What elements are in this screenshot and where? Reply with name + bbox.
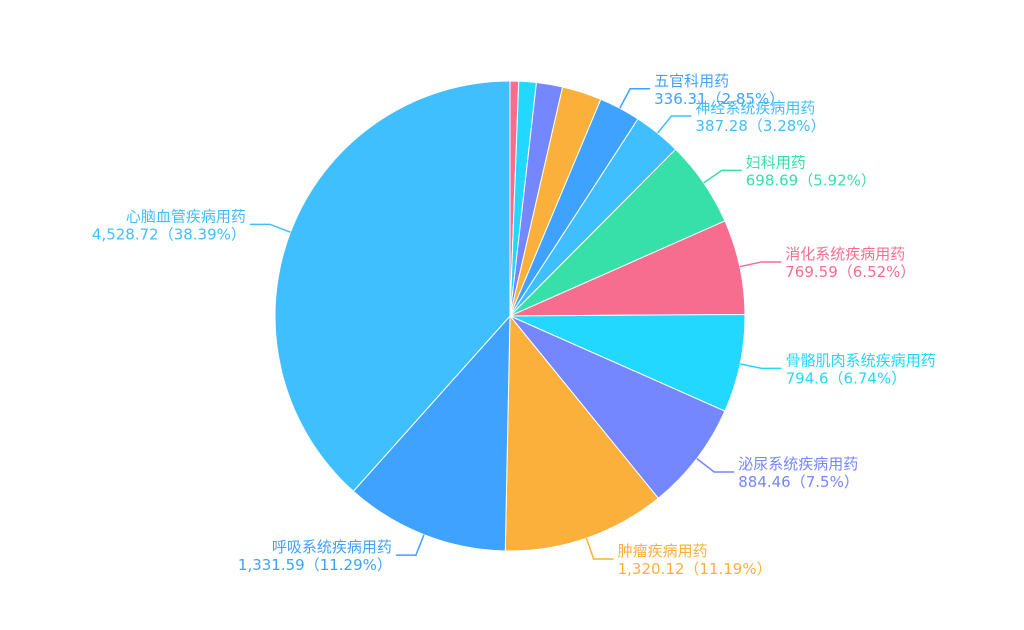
slice-label-value: 336.31（2.85%）: [654, 90, 784, 108]
slice-label-value: 1,331.59（11.29%）: [238, 556, 392, 574]
slice-label-name: 妇科用药: [746, 153, 806, 171]
pie-slice[interactable]: [274, 80, 511, 492]
label-line: [585, 537, 614, 560]
slice-label-name: 泌尿系统疾病用药: [738, 455, 858, 473]
slice-label-name: 呼吸系统疾病用药: [272, 538, 392, 556]
slice-label-name: 心脑血管疾病用药: [126, 207, 246, 225]
slice-label-value: 1,320.12（11.19%）: [618, 560, 772, 578]
label-line: [739, 363, 782, 370]
slice-label-value: 698.69（5.92%）: [746, 171, 876, 189]
slice-label-value: 387.28（3.28%）: [695, 117, 825, 135]
slice-label-name: 骨骼肌肉系统疾病用药: [786, 351, 936, 369]
slice-label-name: 五官科用药: [654, 72, 729, 90]
slice-label-name: 肿瘤疾病用药: [618, 542, 708, 560]
label-line: [395, 534, 425, 556]
slice-label-value: 884.46（7.5%）: [738, 473, 859, 491]
label-line: [619, 88, 651, 109]
slice-label-name: 消化系统疾病用药: [785, 245, 905, 263]
pie-slice[interactable]: [504, 314, 660, 552]
label-line: [739, 261, 782, 268]
pie-slice[interactable]: [509, 315, 726, 499]
slice-label-name: 神经系统疾病用药: [695, 99, 815, 117]
slice-label-value: 4,528.72（38.39%）: [92, 225, 246, 243]
slice-label-value: 769.59（6.52%）: [785, 263, 915, 281]
label-line: [657, 115, 692, 134]
label-line: [249, 223, 291, 233]
label-line: [696, 458, 735, 473]
slice-label-value: 794.6（6.74%）: [786, 369, 907, 387]
pie-slice[interactable]: [352, 314, 511, 552]
label-line: [703, 169, 742, 184]
